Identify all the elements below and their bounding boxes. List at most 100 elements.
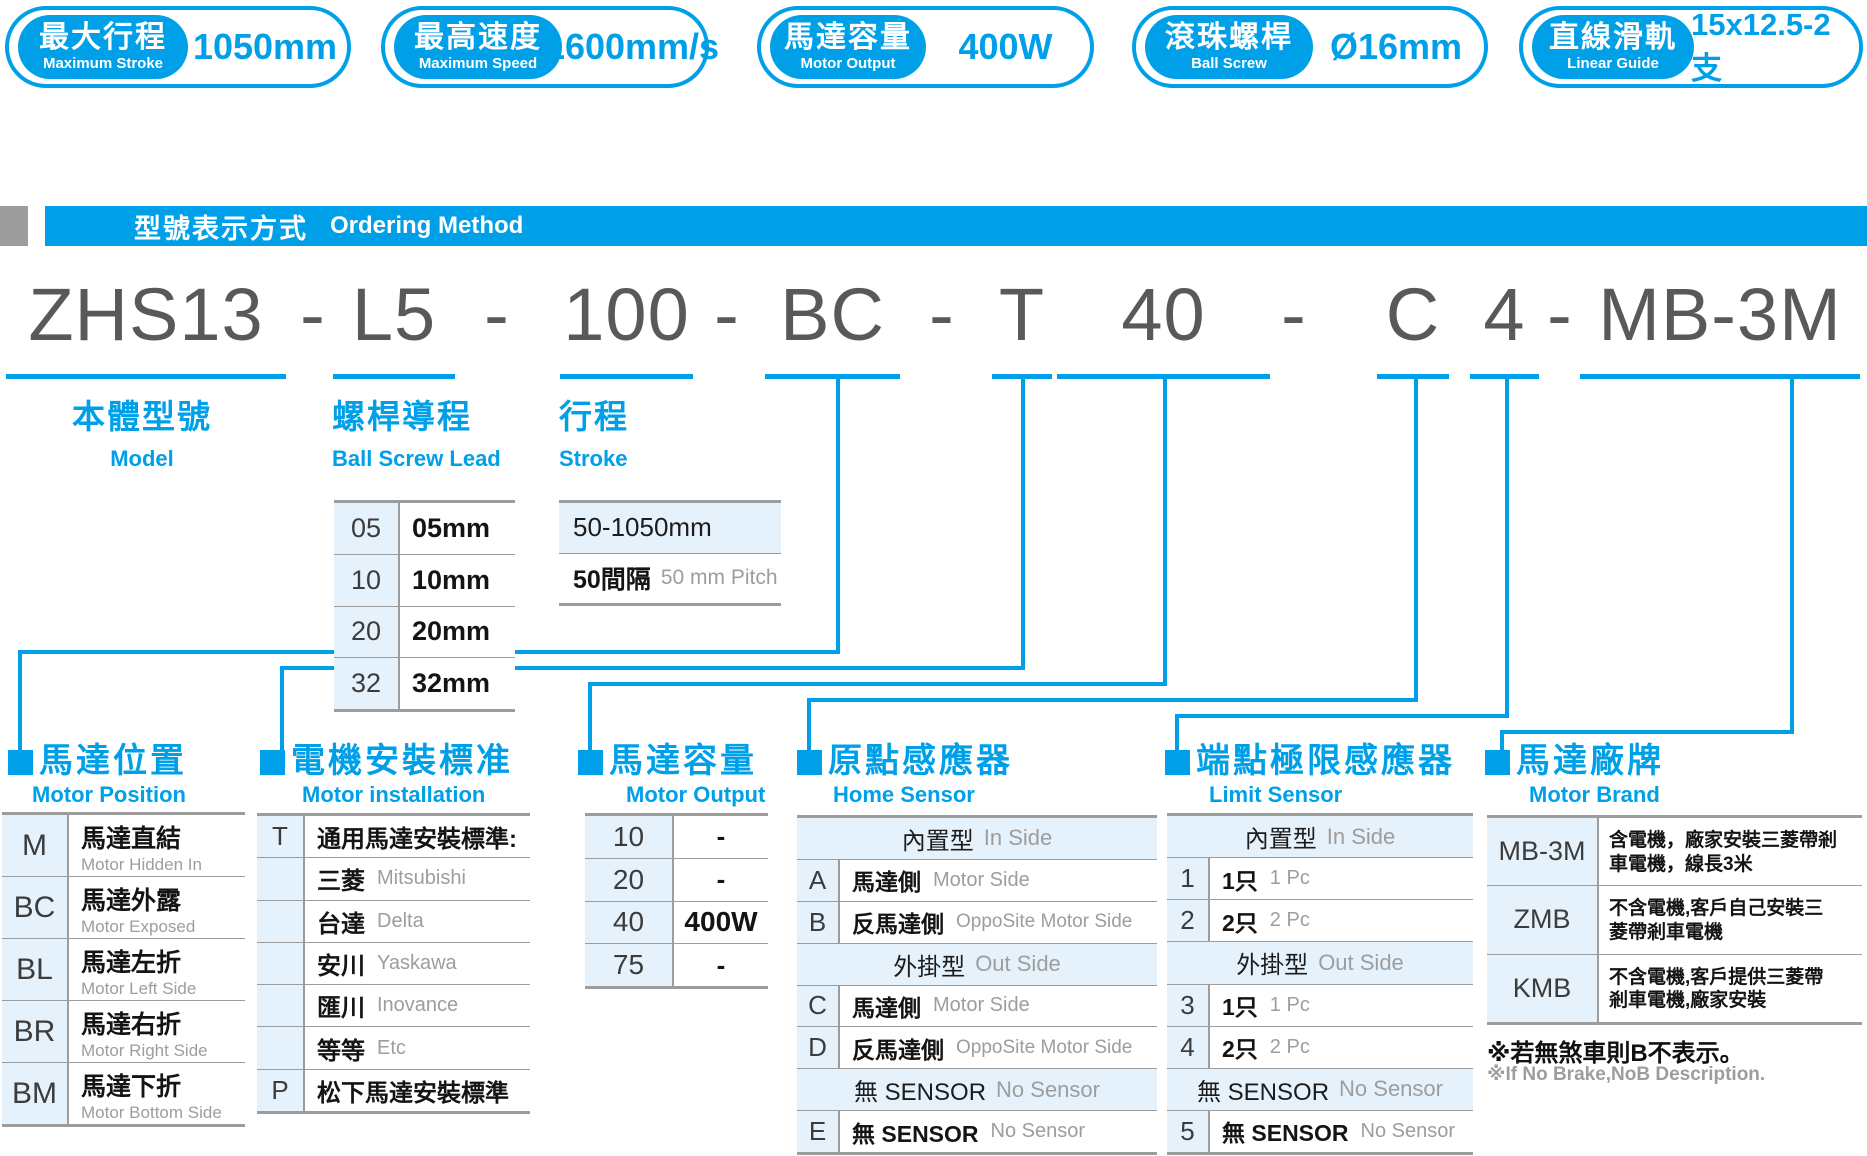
model-part-dash: - [300,272,326,356]
badge-value: Ø16mm [1329,26,1463,67]
row-label-en: Motor Side [933,994,1030,1017]
row-label-cjk: 台達 [317,910,365,938]
badge-title-en: Maximum Speed [418,55,538,73]
connector-line [1021,377,1025,666]
row-code: 32 [334,658,398,709]
row-code: 20 [585,858,672,901]
row-code: P [257,1069,303,1111]
row-code: BC [2,877,67,938]
table-row: 75 - [585,943,768,986]
group-title-ball-screw-lead: 螺桿導程 Ball Screw Lead [332,400,501,472]
connector-line [280,666,284,750]
row-desc-line1: 不含電機,客戶提供三菱帶 [1609,966,1824,988]
row-code [257,1027,303,1069]
row-label-cjk: 馬達直結 [81,824,182,853]
badge-title-en: Linear Guide [1567,55,1659,73]
row-label-en: No Sensor [1360,1119,1456,1142]
row-code: BL [2,939,67,1000]
row-code: 75 [585,944,672,986]
section-limit-sensor-header: 端點極限感應器 Limit Sensor [1165,733,1455,808]
connector-line [836,377,840,650]
section-title-en: Motor Output [626,782,766,807]
bullet-square-icon [8,750,33,775]
row-label-en: Inovance [377,994,459,1017]
table-row: 05 05mm [334,503,515,554]
badge-label: 滾珠螺桿 Ball Screw [1145,15,1313,79]
connector-line [1175,714,1179,750]
row-code: A [797,859,838,901]
row-label-cjk: 無 SENSOR [1222,1120,1349,1147]
row-label-cjk: 三菱 [317,868,365,896]
row-code: 10 [585,816,672,858]
row-code [257,942,303,985]
badge-title-cjk: 最高速度 [414,20,542,54]
badge-label: 最大行程 Maximum Stroke [18,15,188,79]
row-label-cjk: 匯川 [317,995,365,1023]
model-part-dash: - [484,272,510,356]
row-code: BM [2,1063,67,1124]
table-header-row: 內置型 In Side [1167,816,1473,858]
row-label-cjk: 內置型 [1244,826,1317,854]
row-code: B [797,901,838,943]
badge-title-cjk: 馬達容量 [784,20,912,54]
group-title-model: 本體型號 Model [36,400,248,472]
table-header-row: 外掛型 Out Side [1167,941,1473,984]
table-header-row: 外掛型 Out Side [797,942,1157,985]
row-code: BR [2,1001,67,1062]
row-label-en: In Side [983,825,1053,851]
model-part-installation: T [998,272,1046,356]
row-desc-line1: 含電機，廠家安裝三菱帶剎 [1609,829,1838,851]
group-title-en: Stroke [559,446,628,471]
table-row: A 馬達側 Motor Side [797,858,1157,901]
row-code [257,900,303,942]
motor-position-table: M 馬達直結 Motor Hidden In BC 馬達外露 Motor Exp… [2,812,245,1127]
connector-line [1163,377,1167,682]
brake-note-cjk: ※若無煞車則B不表示。 [1487,1040,1744,1067]
row-label-en: 2 Pc [1269,1035,1310,1058]
spec-badge-max-stroke: 最大行程 Maximum Stroke 1050mm [5,6,351,88]
section-motor-installation-header: 電機安裝標准 Motor installation [260,733,513,808]
table-row: KMB 不含電機,客戶提供三菱帶 剎車電機,廠家安裝 [1487,953,1862,1022]
row-label-cjk: 馬達外露 [81,886,182,915]
table-row: 50間隔 50 mm Pitch [559,552,781,604]
segment-underline [6,374,286,379]
row-label-en: OppoSite Motor Side [956,911,1133,933]
badge-value: 1600mm/s [544,26,720,67]
ball-screw-lead-table: 05 05mm 10 10mm 20 20mm 32 32mm [334,500,515,712]
badge-title-cjk: 直線滑軌 [1549,20,1677,54]
row-value: 400W [684,906,758,938]
row-code [257,858,303,900]
spec-badge-ball-screw: 滾珠螺桿 Ball Screw Ø16mm [1132,6,1488,88]
spec-badge-motor-output: 馬達容量 Motor Output 400W [757,6,1094,88]
model-part-body: ZHS13 [28,272,264,356]
table-header-row: 無 SENSOR No Sensor [1167,1067,1473,1110]
row-code: 2 [1167,900,1208,942]
row-label-en: Mitsubishi [377,867,466,890]
motor-output-table: 10 - 20 - 40 400W 75 - [585,813,768,989]
table-row: 等等 Etc [257,1026,530,1069]
row-code [257,985,303,1027]
row-label-cjk: 反馬達側 [852,911,944,938]
group-title-en: Model [110,446,174,471]
row-value: 10mm [412,564,491,595]
row-label-cjk: 無 SENSOR [1197,1078,1330,1106]
table-row: BL 馬達左折 Motor Left Side [2,938,245,1000]
section-header-bar: 型號表示方式 Ordering Method [45,206,1867,246]
row-code: C [797,985,838,1027]
table-row: BC 馬達外露 Motor Exposed [2,876,245,938]
connector-line [807,698,1418,702]
table-row: 1 1只 1 Pc [1167,857,1473,900]
connector-line [1175,714,1509,718]
stroke-range: 50-1050mm [573,512,712,543]
table-row: M 馬達直結 Motor Hidden In [2,815,245,876]
model-part-position: BC [780,272,885,356]
table-row: T 通用馬達安裝標準: [257,816,530,858]
table-row: 安川 Yaskawa [257,941,530,985]
connector-line [1500,730,1504,750]
motor-brand-table: MB-3M 含電機，廠家安裝三菱帶剎 車電機，線長3米 ZMB 不含電機,客戶自… [1487,815,1862,1025]
row-code: E [797,1111,838,1152]
table-row: 3 1只 1 Pc [1167,983,1473,1026]
badge-label: 馬達容量 Motor Output [770,15,926,79]
spec-badge-linear-guide: 直線滑軌 Linear Guide 15x12.5-2支 [1519,6,1863,88]
